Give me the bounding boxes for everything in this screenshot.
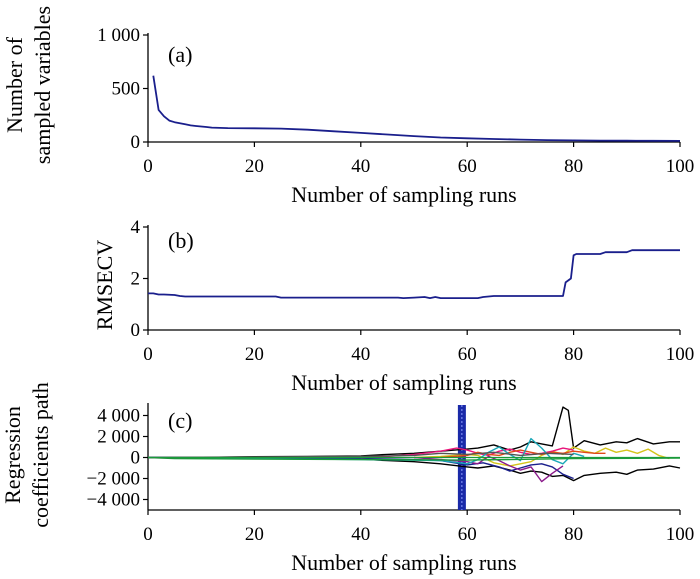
x-tick-label: 100 (666, 156, 695, 177)
series-line-path-5 (360, 447, 574, 459)
y-axis-label: RMSECV (92, 240, 117, 331)
series-line-path-9 (147, 456, 681, 461)
y-tick-label: 2 000 (97, 427, 140, 448)
y-tick-label: 1 000 (97, 25, 140, 46)
x-tick-label: 0 (143, 344, 153, 365)
series-line-sampled variables (152, 75, 681, 142)
y-tick-label: 4 (131, 217, 141, 238)
panel-label: (b) (168, 228, 194, 253)
x-axis-label: Number of sampling runs (291, 182, 516, 207)
y-tick-label: 0 (131, 448, 141, 469)
panel-label: (c) (168, 408, 192, 433)
x-tick-label: 40 (351, 344, 370, 365)
x-axis-label: Number of sampling runs (291, 550, 516, 575)
y-tick-label: 4 000 (97, 406, 140, 427)
y-axis-label: Number of (2, 36, 27, 133)
x-tick-label: 100 (666, 344, 695, 365)
series-line-path-1 (148, 406, 680, 459)
x-tick-label: 0 (143, 524, 153, 545)
series-line-path-3 (148, 456, 574, 480)
series-line-path-10 (147, 451, 574, 459)
x-tick-label: 20 (245, 524, 264, 545)
series-line-path-6 (413, 455, 564, 483)
x-tick-label: 80 (564, 156, 583, 177)
x-tick-label: 60 (458, 156, 477, 177)
series-line-RMSECV (148, 249, 680, 300)
y-axis-label: Regression (0, 406, 25, 504)
x-axis-label: Number of sampling runs (291, 370, 516, 395)
y-tick-label: −4 000 (87, 490, 140, 511)
x-tick-label: 60 (458, 524, 477, 545)
y-tick-label: 0 (131, 132, 141, 153)
panel-b: 0 20 40 60 80 100 0 2 4 Number of sampling runs RM… (92, 217, 694, 395)
y-axis-label: coefficients path (28, 382, 53, 528)
y-axis-label: sampled variables (30, 6, 55, 164)
x-tick-label: 0 (143, 156, 153, 177)
y-tick-label: 500 (112, 79, 141, 100)
x-tick-label: 80 (564, 344, 583, 365)
x-tick-label: 40 (351, 524, 370, 545)
panel-label: (a) (168, 42, 192, 67)
x-tick-label: 40 (351, 156, 370, 177)
y-tick-label: −2 000 (87, 469, 140, 490)
x-tick-label: 100 (666, 524, 695, 545)
x-tick-label: 60 (458, 344, 477, 365)
y-tick-label: 0 (131, 320, 141, 341)
y-tick-label: 2 (131, 269, 141, 290)
x-tick-label: 20 (245, 156, 264, 177)
x-tick-label: 20 (245, 344, 264, 365)
x-tick-label: 80 (564, 524, 583, 545)
